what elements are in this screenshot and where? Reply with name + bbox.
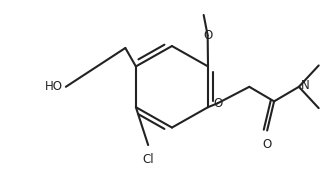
Text: O: O [203, 29, 212, 42]
Text: O: O [213, 97, 222, 110]
Text: O: O [263, 138, 272, 151]
Text: HO: HO [45, 80, 63, 93]
Text: N: N [301, 79, 310, 92]
Text: Cl: Cl [142, 153, 154, 166]
